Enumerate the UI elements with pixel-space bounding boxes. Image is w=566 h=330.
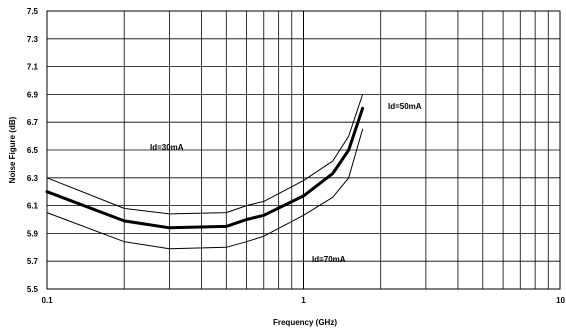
y-tick-label: 6.5 <box>27 146 39 155</box>
y-axis-label: Noise Figure (dB) <box>8 116 17 183</box>
series-line-2 <box>45 106 365 230</box>
x-tick-label: 10 <box>556 296 565 305</box>
y-tick-label: 7.3 <box>27 35 39 44</box>
series-line-1 <box>46 93 364 215</box>
annotation-id50: Id=50mA <box>388 102 422 111</box>
y-tick-label: 5.7 <box>27 257 39 266</box>
y-tick-label: 7.5 <box>27 7 39 16</box>
plot-frame <box>46 10 561 290</box>
y-tick-label: 6.1 <box>27 202 39 211</box>
y-tick-label: 5.9 <box>27 229 39 238</box>
x-tick-label: 0.1 <box>41 296 53 305</box>
y-tick-label: 6.9 <box>27 90 39 99</box>
plot-grid <box>46 10 561 290</box>
series-line-3 <box>46 128 364 250</box>
x-tick-labels: 0.1 1 10 <box>41 296 565 305</box>
y-tick-label: 6.3 <box>27 174 39 183</box>
y-tick-label: 6.7 <box>27 118 39 127</box>
series-lines <box>45 93 365 250</box>
y-tick-label: 7.1 <box>27 63 39 72</box>
x-tick-label: 1 <box>301 296 306 305</box>
x-axis-label: Frequency (GHz) <box>273 318 337 327</box>
y-tick-labels: 5.5 5.7 5.9 6.1 6.3 6.5 6.7 6.9 7.1 7.3 7.5 <box>27 7 39 294</box>
annotation-id70: Id=70mA <box>312 255 346 264</box>
y-tick-label: 5.5 <box>27 285 39 294</box>
annotation-id30: Id=30mA <box>150 143 184 152</box>
